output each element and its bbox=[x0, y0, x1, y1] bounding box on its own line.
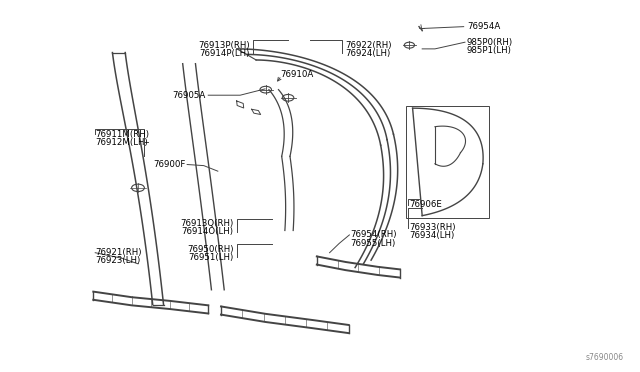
Text: 76924(LH): 76924(LH) bbox=[346, 49, 391, 58]
Text: 76955(LH): 76955(LH) bbox=[351, 238, 396, 248]
Text: 985P0(RH): 985P0(RH) bbox=[467, 38, 513, 47]
Text: 985P1(LH): 985P1(LH) bbox=[467, 46, 512, 55]
Text: 76911M(RH): 76911M(RH) bbox=[95, 129, 149, 139]
Text: 76905A: 76905A bbox=[172, 91, 205, 100]
Text: 76954(RH): 76954(RH) bbox=[351, 230, 397, 240]
Text: 76912M(LH): 76912M(LH) bbox=[95, 138, 148, 147]
Text: 76913P(RH): 76913P(RH) bbox=[198, 41, 250, 50]
Text: 76954A: 76954A bbox=[467, 22, 500, 31]
Text: 76923(LH): 76923(LH) bbox=[95, 256, 140, 265]
Text: 76950(RH): 76950(RH) bbox=[188, 244, 234, 253]
Text: 76906E: 76906E bbox=[410, 200, 442, 209]
Text: 76910A: 76910A bbox=[280, 70, 314, 79]
Text: 76913Q(RH): 76913Q(RH) bbox=[180, 219, 234, 228]
Text: 76922(RH): 76922(RH) bbox=[346, 41, 392, 50]
Text: 76914O(LH): 76914O(LH) bbox=[182, 227, 234, 237]
Text: 76914P(LH): 76914P(LH) bbox=[200, 49, 250, 58]
Text: 76921(RH): 76921(RH) bbox=[95, 248, 141, 257]
Text: 76900F: 76900F bbox=[154, 160, 186, 169]
Bar bbox=[406, 106, 489, 218]
Text: 76951(LH): 76951(LH) bbox=[189, 253, 234, 262]
Text: 76934(LH): 76934(LH) bbox=[410, 231, 454, 240]
Text: 76933(RH): 76933(RH) bbox=[410, 223, 456, 232]
Text: s7690006: s7690006 bbox=[585, 353, 623, 362]
